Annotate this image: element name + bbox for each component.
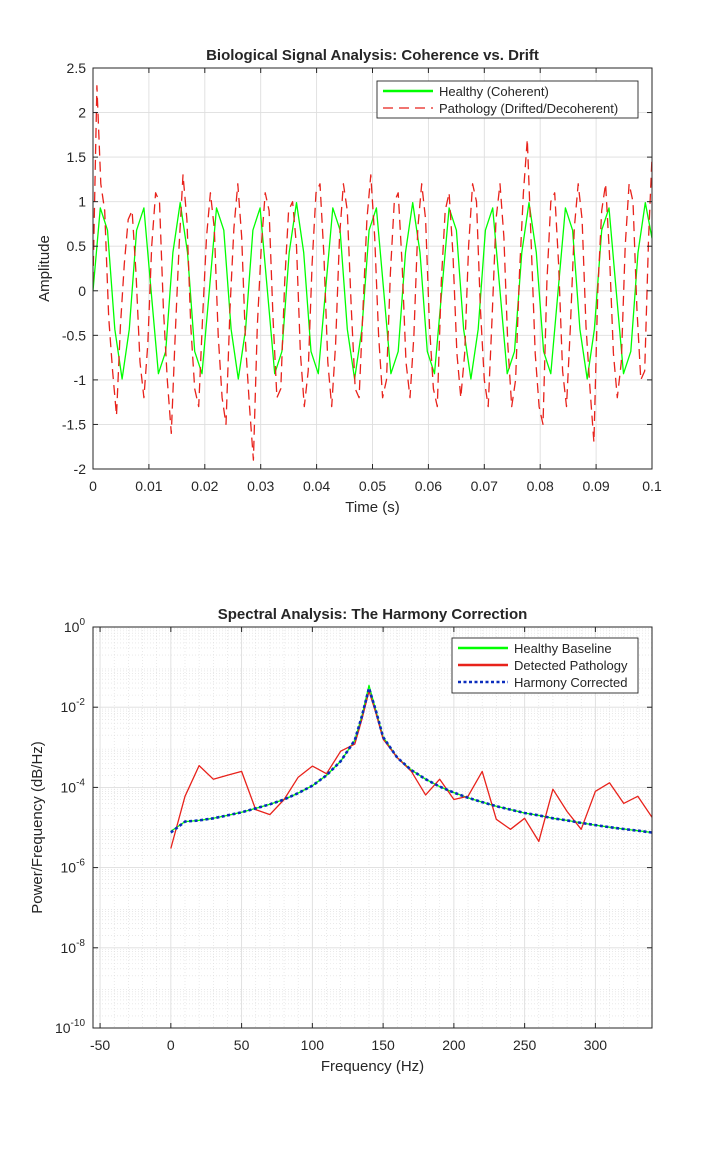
x-tick-label: 0.08 — [527, 478, 554, 494]
x-tick-label: 0.05 — [359, 478, 386, 494]
y-tick-label: 2.5 — [67, 60, 87, 76]
x-tick-label: 200 — [442, 1037, 466, 1053]
x-tick-label: 0.07 — [471, 478, 498, 494]
legend-box — [376, 80, 639, 119]
chart-title: Biological Signal Analysis: Coherence vs… — [206, 47, 539, 64]
y-tick-label: 1.5 — [67, 149, 87, 165]
chart-1: 0 0.01 0.02 0.03 0.04 0.05 0.06 0.07 0.08 0.09 0.1… — [36, 47, 662, 516]
y-tick-label: 100 — [64, 617, 86, 635]
x-tick-label: 50 — [234, 1037, 250, 1053]
x-tick-label: -50 — [90, 1037, 110, 1053]
y-tick-label: -1 — [74, 372, 87, 388]
x-tick-label: 0 — [89, 478, 97, 494]
x-tick-label: 0 — [167, 1037, 175, 1053]
x-tick-label: 150 — [371, 1037, 395, 1053]
x-tick-label: 0.1 — [642, 478, 662, 494]
legend-label-2: Pathology (Drifted/Decoherent) — [439, 101, 618, 116]
x-tick-label: 0.06 — [415, 478, 442, 494]
x-tick-label: 0.01 — [135, 478, 162, 494]
y-tick-label: 10-8 — [61, 938, 86, 956]
plot-area — [93, 627, 652, 1028]
y-tick-label: 1 — [78, 194, 86, 210]
y-tick-label: 0 — [78, 283, 86, 299]
y-axis-label: Amplitude — [36, 235, 53, 302]
y-tick-label: 10-4 — [61, 777, 86, 795]
y-tick-label: 0.5 — [67, 238, 87, 254]
y-tick-label: 10-2 — [61, 697, 86, 715]
chart-title: Spectral Analysis: The Harmony Correctio… — [218, 606, 528, 623]
y-tick-label: 10-6 — [61, 858, 86, 876]
x-tick-label: 300 — [584, 1037, 608, 1053]
legend-label-1: Healthy Baseline — [514, 641, 612, 656]
axes-box — [92, 626, 653, 1029]
x-tick-label: 100 — [301, 1037, 325, 1053]
series-line-3 — [170, 686, 652, 834]
legend-label-1: Healthy (Coherent) — [439, 84, 549, 99]
y-tick-label: -0.5 — [62, 327, 86, 343]
chart-2: -50 0 50 100 150 200 250 300 10-10 10-8 10-6 10-4 10… — [29, 606, 653, 1075]
y-tick-label: -2 — [74, 461, 87, 477]
y-tick-label: -1.5 — [62, 416, 86, 432]
legend-label-2: Detected Pathology — [514, 658, 628, 673]
series-group — [93, 85, 652, 461]
y-axis-label: Power/Frequency (dB/Hz) — [29, 741, 46, 914]
x-tick-label: 0.02 — [191, 478, 218, 494]
legend: Healthy Baseline Detected Pathology Harmon… — [451, 637, 639, 694]
x-tick-label: 0.04 — [303, 478, 330, 494]
x-tick-label: 250 — [513, 1037, 537, 1053]
series-line-2 — [93, 85, 652, 461]
series-group — [170, 684, 652, 849]
x-axis-label: Time (s) — [345, 499, 399, 516]
x-tick-label: 0.09 — [582, 478, 609, 494]
legend: Healthy (Coherent) Pathology (Drifted/Dec… — [376, 80, 639, 119]
y-tick-label: 2 — [78, 105, 86, 121]
y-tick-label: 10-10 — [55, 1018, 85, 1036]
x-axis-label: Frequency (Hz) — [321, 1058, 424, 1075]
legend-label-3: Harmony Corrected — [514, 675, 627, 690]
x-tick-label: 0.03 — [247, 478, 274, 494]
